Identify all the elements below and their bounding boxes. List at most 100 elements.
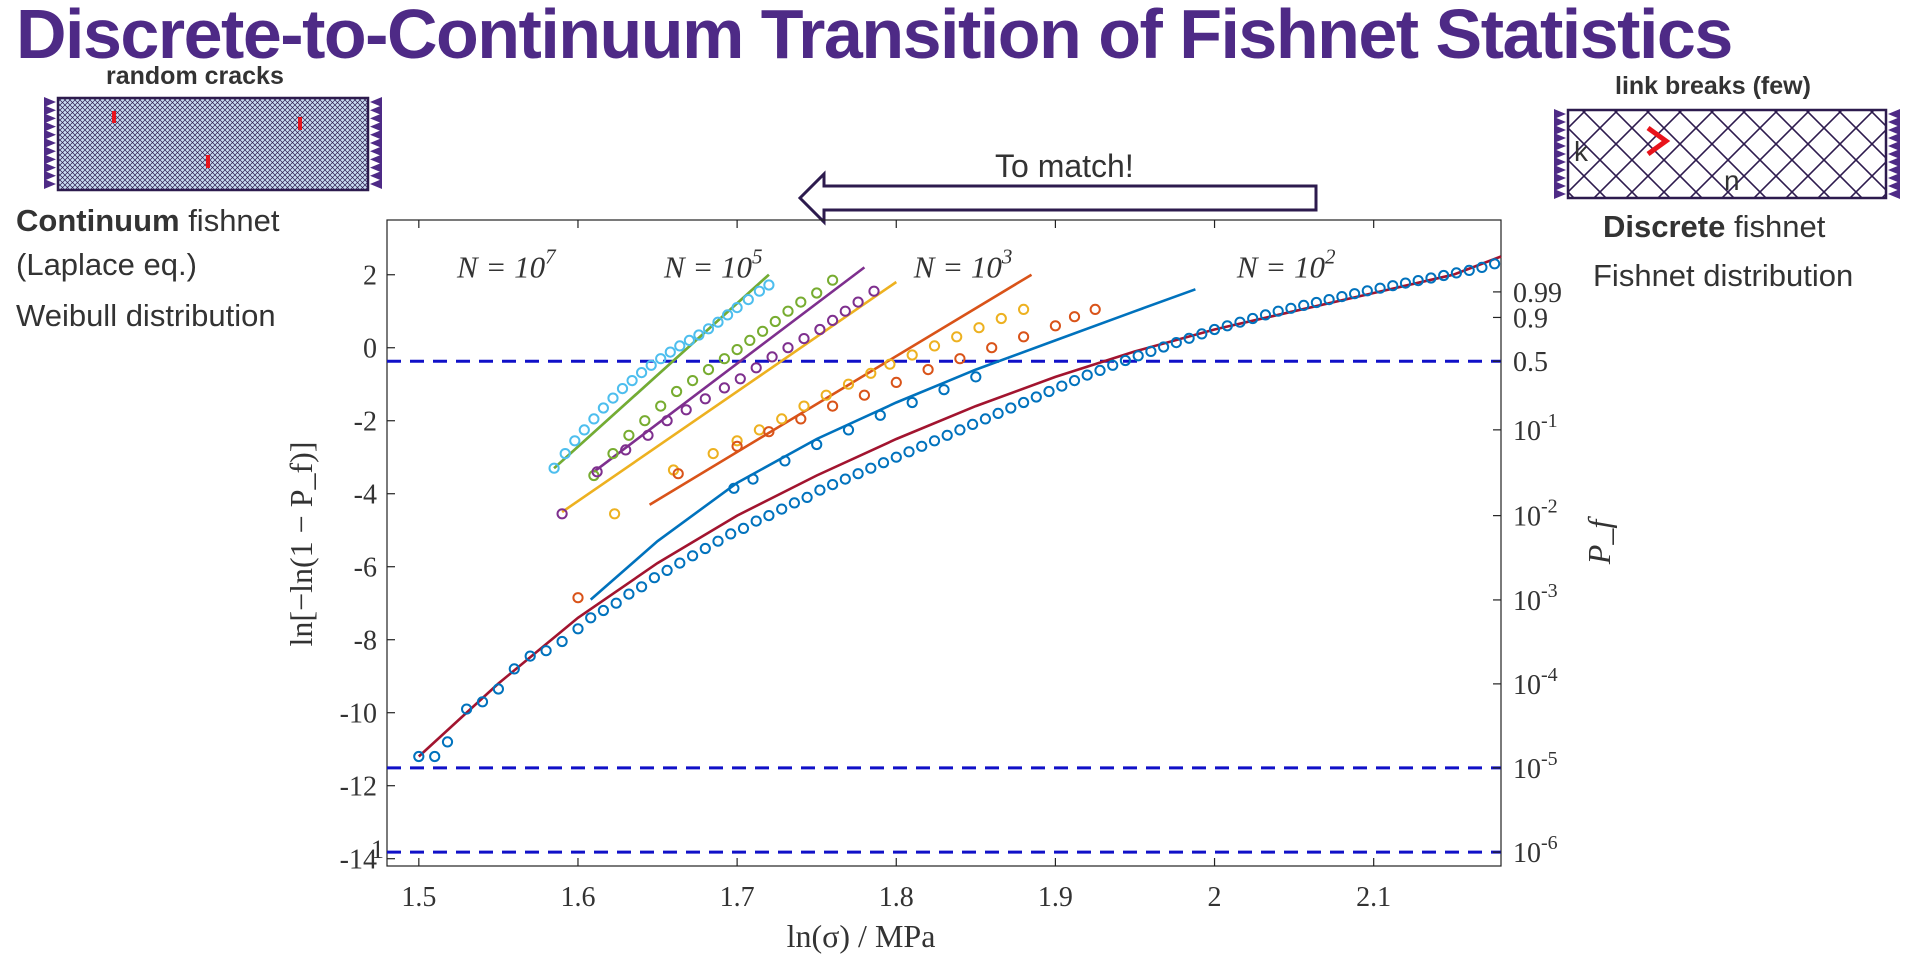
data-point <box>1005 402 1017 414</box>
y2-tick-label: 10-5 <box>1513 748 1558 785</box>
chart: 1.5 1.6 1.7 1.8 1.9 2 2.1 20-2-4-6-8-10-12-14 … <box>283 219 1617 954</box>
data-point <box>868 285 880 297</box>
data-point <box>585 612 597 624</box>
link-breaks-caption: link breaks (few) <box>1615 72 1811 100</box>
clamp-arrow <box>370 97 382 107</box>
clamp-arrow <box>44 121 56 132</box>
data-point <box>1196 328 1208 340</box>
fit-line <box>593 266 866 473</box>
n-annotation: N = 103 <box>913 245 1013 285</box>
data-point <box>476 696 489 708</box>
data-point <box>1221 320 1233 332</box>
weibull-label: Weibull distribution <box>16 298 276 333</box>
data-point <box>877 457 890 469</box>
data-point <box>441 736 454 748</box>
data-point <box>928 340 941 352</box>
data-point <box>916 440 928 452</box>
data-point <box>967 418 979 430</box>
data-point <box>674 340 686 352</box>
slide-title: Discrete-to-Continuum Transition of Fish… <box>16 0 1733 73</box>
data-point <box>776 413 788 425</box>
clamp-arrow <box>370 129 382 140</box>
data-point <box>712 535 724 547</box>
crack-mark <box>298 117 302 130</box>
data-point <box>524 650 536 662</box>
data-point <box>763 426 775 438</box>
clamp-arrow <box>370 105 382 116</box>
arrow-label: To match! <box>995 148 1134 184</box>
data-point <box>766 351 778 363</box>
data-point <box>788 497 801 509</box>
data-point <box>623 588 635 600</box>
clamp-arrow <box>370 146 382 157</box>
data-point <box>626 375 638 387</box>
data-point <box>702 323 715 335</box>
clamp-arrow <box>370 162 382 173</box>
clamp-arrow <box>1554 117 1566 127</box>
clamp-arrow <box>44 113 56 124</box>
data-point <box>569 435 581 447</box>
data-point <box>734 373 746 385</box>
data-point <box>1463 264 1475 276</box>
data-point <box>707 448 719 460</box>
clamp-arrow <box>1888 133 1900 143</box>
x-tick-label: 1.6 <box>560 882 595 913</box>
data-point <box>938 384 950 396</box>
data-point <box>548 462 560 474</box>
data-point <box>1049 320 1062 332</box>
y2-tick-label: 10-4 <box>1513 664 1558 701</box>
data-point <box>1107 359 1119 371</box>
data-point <box>1450 267 1463 279</box>
data-point <box>620 444 632 456</box>
data-point <box>1068 311 1081 323</box>
data-point <box>687 375 699 387</box>
data-point <box>1374 282 1386 294</box>
clamp-arrow <box>1554 173 1566 183</box>
data-point <box>928 435 941 447</box>
data-point <box>731 440 743 452</box>
data-point <box>591 466 603 478</box>
data-point <box>782 342 794 354</box>
data-point <box>674 557 686 569</box>
y-tick-label: -10 <box>340 699 377 730</box>
y-axis-label: ln[−ln(1 − P_f)] <box>283 442 319 647</box>
data-point <box>1043 385 1055 398</box>
y2-axis-label: P_f <box>1581 516 1617 566</box>
data-point <box>1361 285 1373 297</box>
data-point <box>1068 375 1081 387</box>
data-point <box>731 344 743 356</box>
clamp-arrow <box>370 179 382 189</box>
y-tick-label: -4 <box>354 480 377 511</box>
data-point <box>588 413 600 425</box>
data-point <box>461 703 473 715</box>
data-point <box>1387 280 1399 292</box>
clamp-arrow <box>44 170 56 181</box>
data-point <box>750 515 762 527</box>
x-tick-label: 1.9 <box>1038 882 1073 913</box>
y-tick-label: -2 <box>354 407 377 438</box>
data-point <box>655 400 667 412</box>
data-point <box>1089 303 1101 315</box>
discrete-fishnet-label: Discrete fishnet <box>1603 209 1825 245</box>
data-point <box>814 484 826 496</box>
data-point <box>1336 291 1348 303</box>
clamp-arrow <box>1554 109 1566 119</box>
data-point <box>795 296 807 308</box>
data-point <box>839 305 851 317</box>
data-point <box>811 287 823 299</box>
y2-tick-label: 0.99 <box>1513 278 1562 309</box>
x-tick-label: 2.1 <box>1356 882 1391 913</box>
data-point <box>811 438 823 451</box>
link-break-mark <box>1646 125 1671 157</box>
data-point <box>1158 341 1170 353</box>
data-point <box>559 448 571 460</box>
data-point <box>852 468 864 480</box>
data-point <box>699 393 711 405</box>
continuum-rest: fishnet <box>179 203 280 238</box>
crack-mark <box>112 111 116 123</box>
data-point <box>572 623 584 635</box>
data-point <box>865 367 877 379</box>
data-point <box>671 385 683 398</box>
data-point <box>986 342 998 354</box>
